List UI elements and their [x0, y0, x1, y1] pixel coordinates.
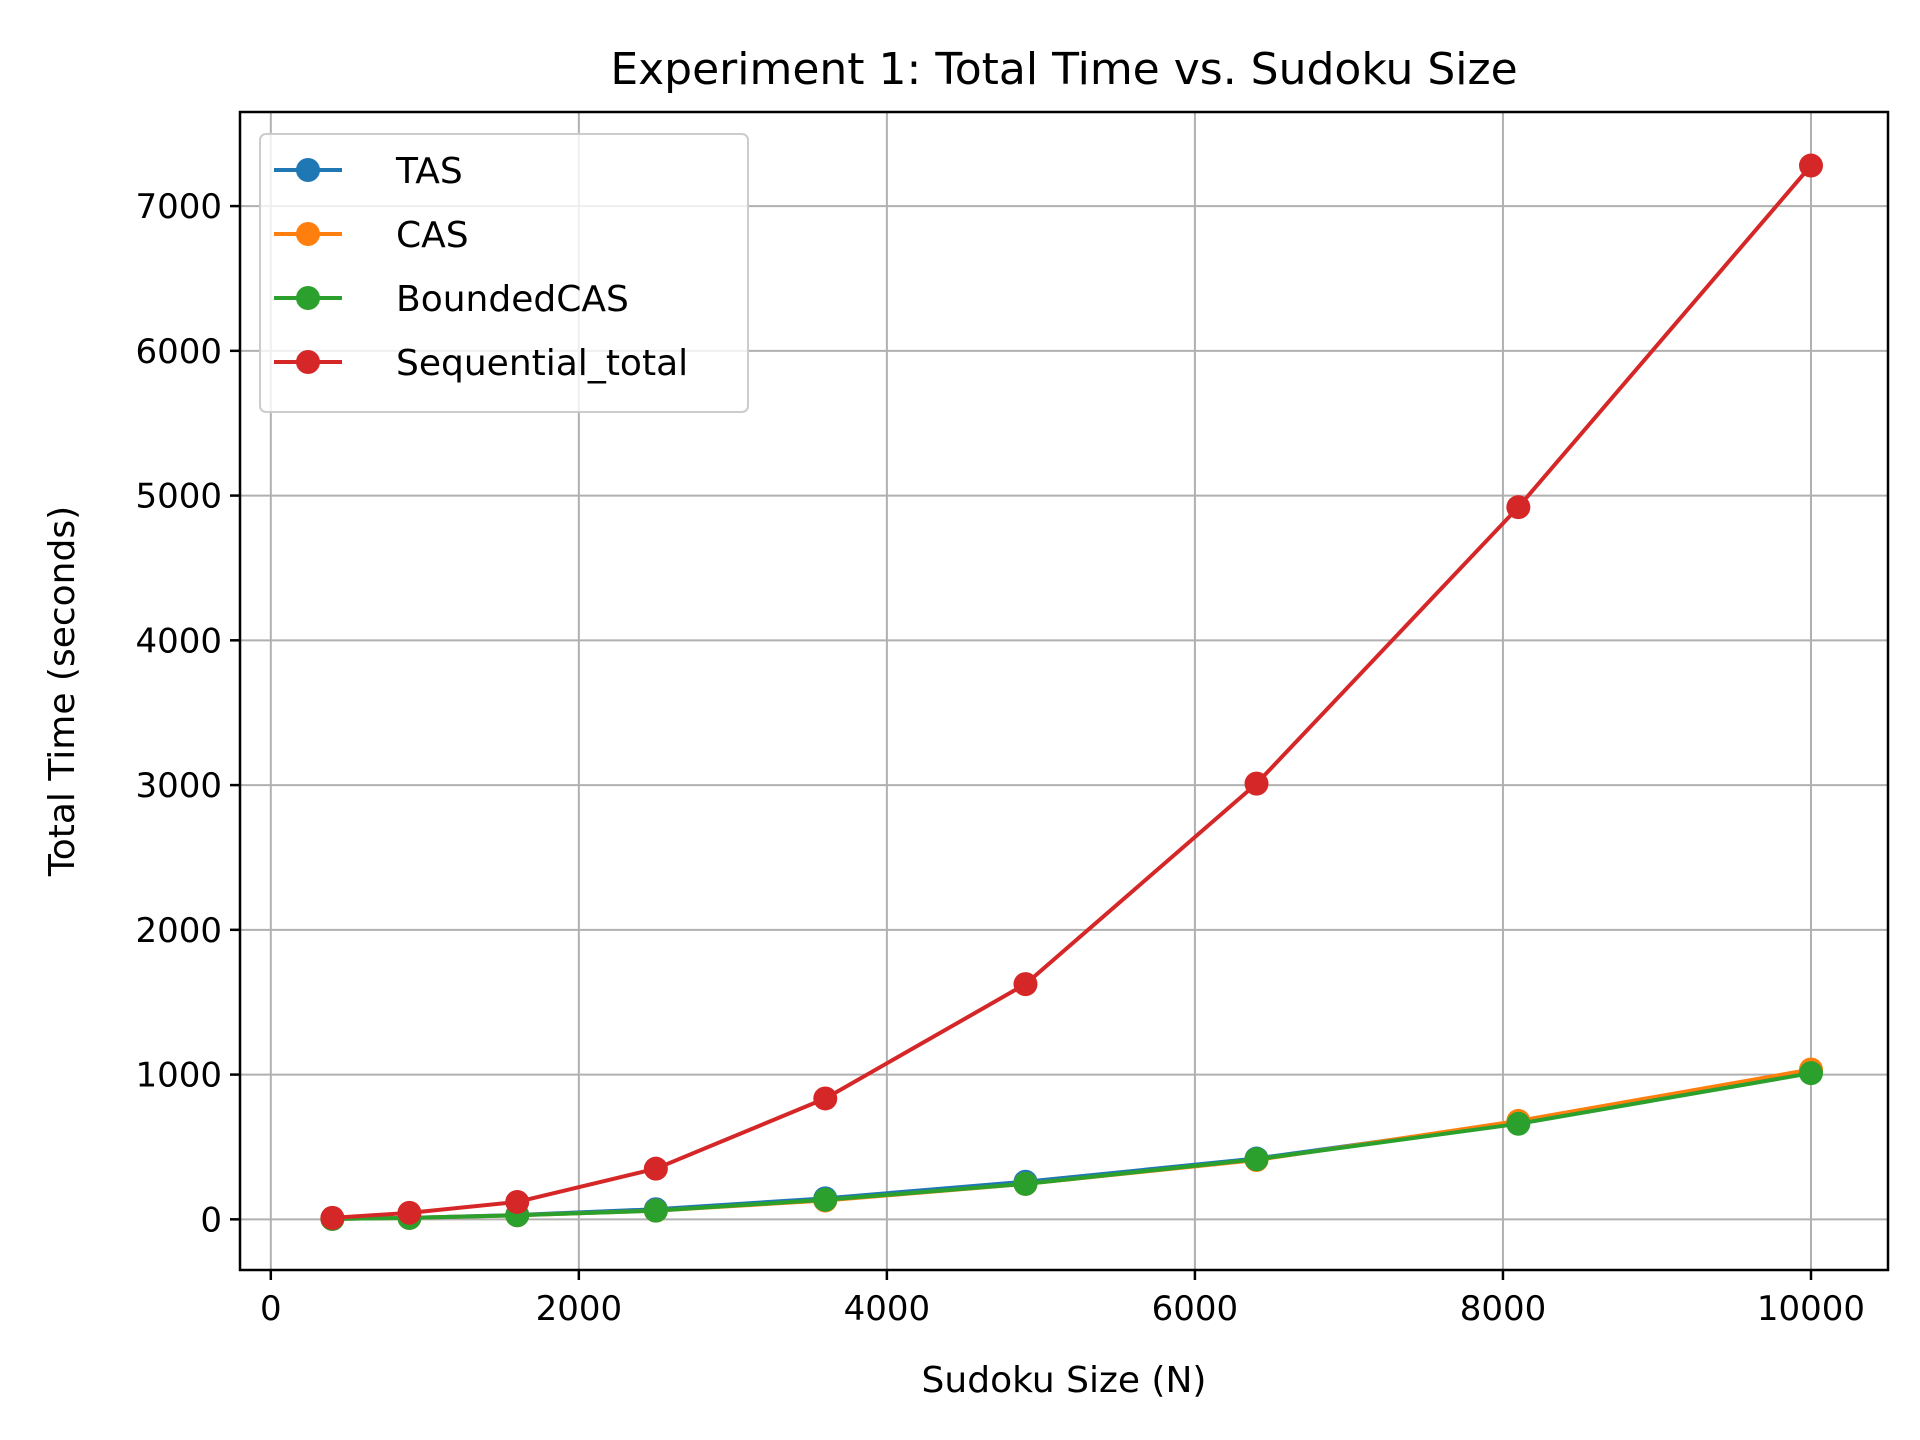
x-axis: 0 2000 4000 6000 8000 10000: [260, 1270, 1865, 1329]
y-tick-label: 2000: [135, 911, 222, 951]
legend-item: Sequential_total: [274, 343, 688, 384]
series-sequential-total: [320, 153, 1823, 1230]
series-line: [332, 1071, 1812, 1221]
data-point: [813, 1086, 838, 1111]
series-cas: [320, 1057, 1823, 1231]
legend-marker: [296, 158, 320, 182]
data-point: [1244, 1147, 1269, 1172]
data-point: [1013, 972, 1038, 997]
data-point: [643, 1156, 668, 1181]
data-point: [505, 1189, 530, 1214]
data-point: [1798, 153, 1823, 178]
plot-frame: [238, 110, 1890, 1272]
legend-marker: [296, 286, 320, 310]
data-point: [397, 1200, 422, 1225]
legend-item: BoundedCAS: [274, 279, 629, 320]
legend-label: BoundedCAS: [396, 279, 629, 320]
y-tick-label: 6000: [135, 332, 222, 372]
x-tick-label: 6000: [1152, 1289, 1239, 1329]
x-tick-label: 4000: [844, 1289, 931, 1329]
legend-item: CAS: [274, 215, 469, 256]
series-boundedcas: [320, 1061, 1823, 1231]
data-point: [1798, 1061, 1823, 1086]
y-tick-label: 3000: [135, 766, 222, 806]
grid-lines: [240, 112, 1888, 1270]
y-tick-label: 5000: [135, 477, 222, 517]
series-layer: [320, 153, 1823, 1231]
legend-label: Sequential_total: [396, 343, 688, 384]
legend-label: CAS: [396, 215, 469, 256]
legend: TAS CAS BoundedCAS Sequential_total: [259, 133, 749, 413]
legend-label: TAS: [395, 151, 463, 192]
data-point: [1244, 771, 1269, 796]
data-point: [1506, 495, 1531, 520]
x-tick-label: 10000: [1757, 1289, 1865, 1329]
y-tick-label: 4000: [135, 621, 222, 661]
y-tick-label: 7000: [135, 187, 222, 227]
data-point: [1506, 1111, 1531, 1136]
legend-box: [259, 133, 749, 413]
data-point: [813, 1187, 838, 1212]
data-point: [643, 1198, 668, 1223]
legend-item: TAS: [274, 151, 463, 192]
data-point: [320, 1205, 345, 1230]
legend-marker: [296, 350, 320, 374]
x-tick-label: 8000: [1460, 1289, 1547, 1329]
y-axis: 0 1000 2000 3000 4000 5000 6000 7000: [135, 187, 240, 1240]
x-tick-label: 2000: [536, 1289, 623, 1329]
legend-marker: [296, 222, 320, 246]
y-tick-label: 0: [200, 1200, 222, 1240]
x-axis-label: Sudoku Size (N): [922, 1360, 1207, 1401]
x-tick-label: 0: [260, 1289, 282, 1329]
series-line: [332, 1069, 1812, 1221]
data-point: [1013, 1171, 1038, 1196]
series-line: [332, 1067, 1812, 1221]
series-tas: [320, 1059, 1823, 1231]
chart-title: Experiment 1: Total Time vs. Sudoku Size: [610, 44, 1517, 95]
y-axis-label: Total Time (seconds): [42, 506, 83, 877]
y-tick-label: 1000: [135, 1056, 222, 1096]
